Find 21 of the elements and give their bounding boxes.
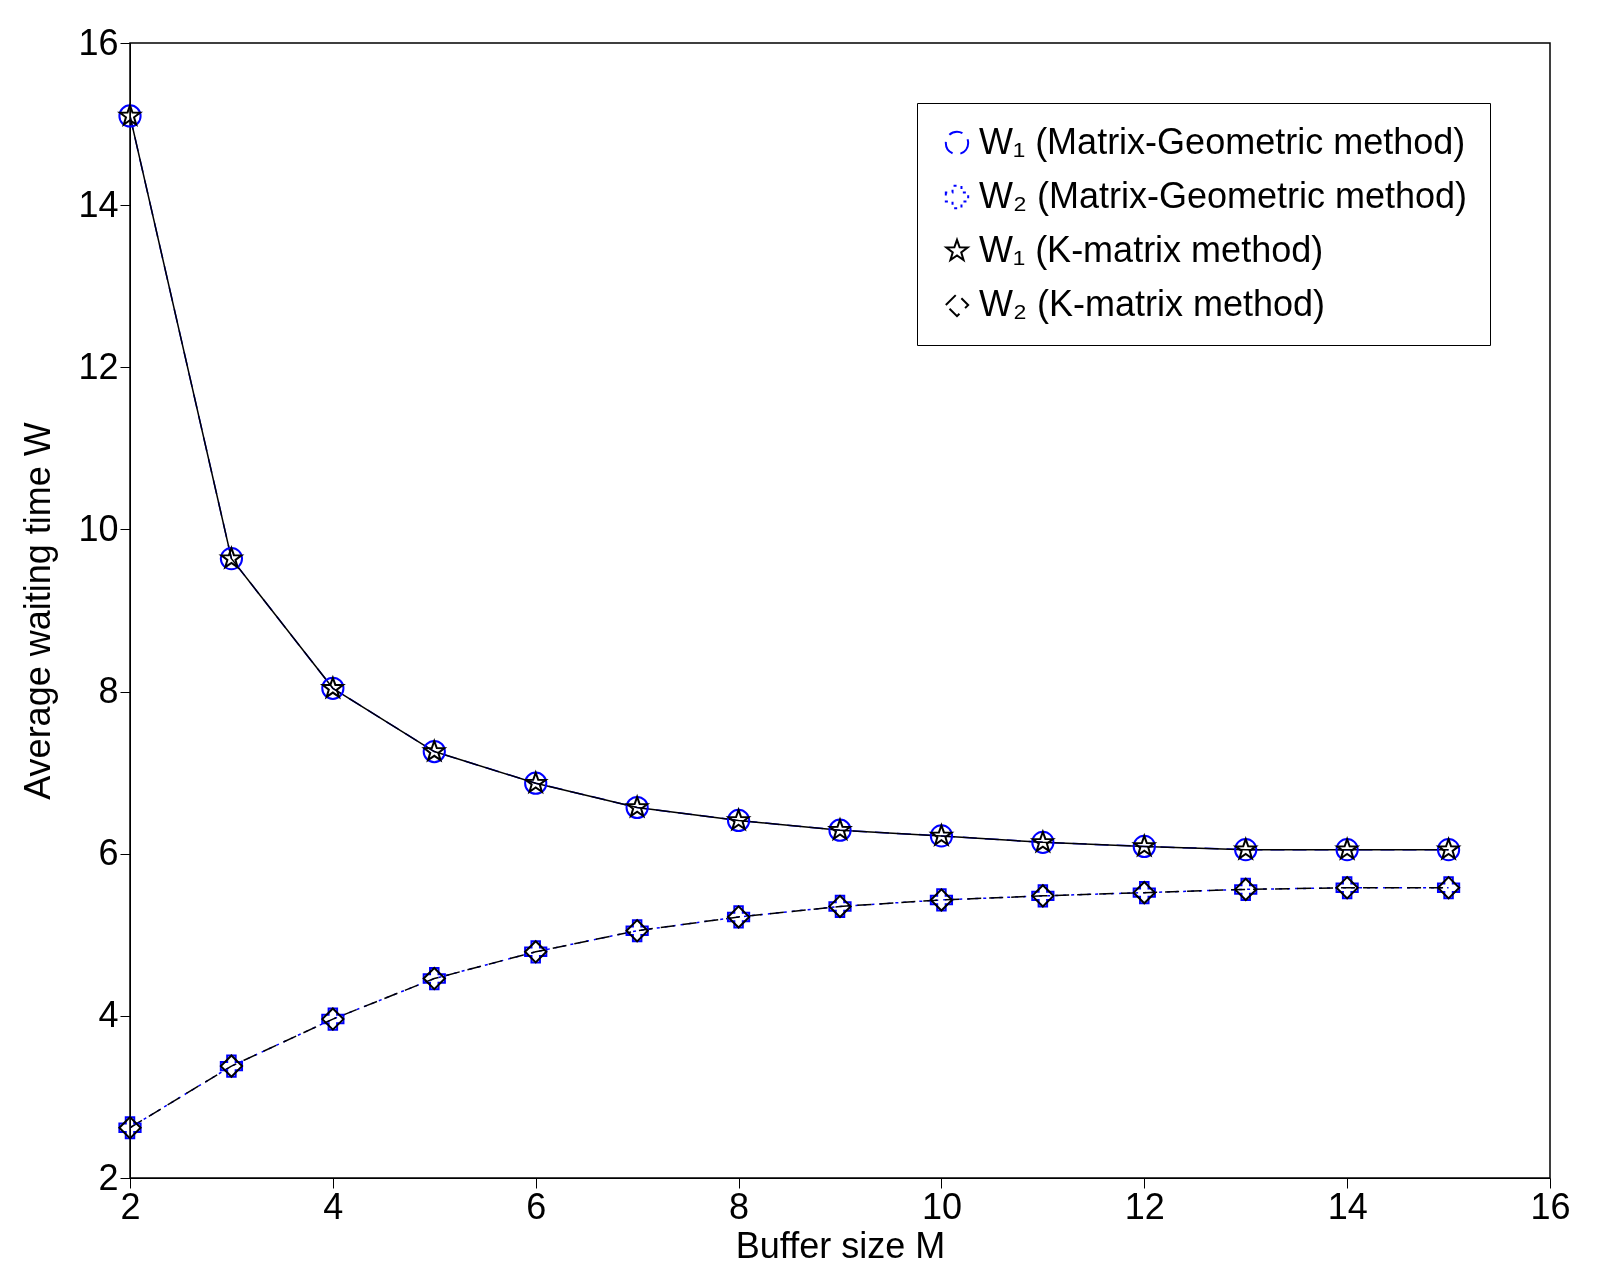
x-tick-label: 6 [526, 1185, 547, 1227]
y-axis-title: Average waiting time W [17, 422, 59, 800]
x-tick-label: 10 [921, 1185, 962, 1227]
y-tick-label: 6 [98, 832, 119, 874]
legend-label: W₂ (K-matrix method) [979, 283, 1326, 324]
x-tick-label: 12 [1124, 1185, 1165, 1227]
x-axis-title: Buffer size M [735, 1224, 946, 1266]
y-tick-label: 14 [78, 183, 119, 225]
x-tick-label: 4 [323, 1185, 344, 1227]
legend-label: W₂ (Matrix-Geometric method) [979, 175, 1468, 216]
x-tick-label: 8 [729, 1185, 750, 1227]
y-tick-label: 12 [78, 345, 119, 387]
y-tick-label: 4 [98, 994, 119, 1036]
x-tick-label: 16 [1530, 1185, 1571, 1227]
legend-label: W₁ (Matrix-Geometric method) [979, 121, 1466, 162]
y-tick-label: 2 [98, 1156, 119, 1198]
y-tick-label: 8 [98, 670, 119, 712]
y-tick-label: 16 [78, 21, 119, 63]
legend-label: W₁ (K-matrix method) [979, 229, 1324, 270]
x-tick-label: 14 [1327, 1185, 1368, 1227]
y-tick-label: 10 [78, 507, 119, 549]
